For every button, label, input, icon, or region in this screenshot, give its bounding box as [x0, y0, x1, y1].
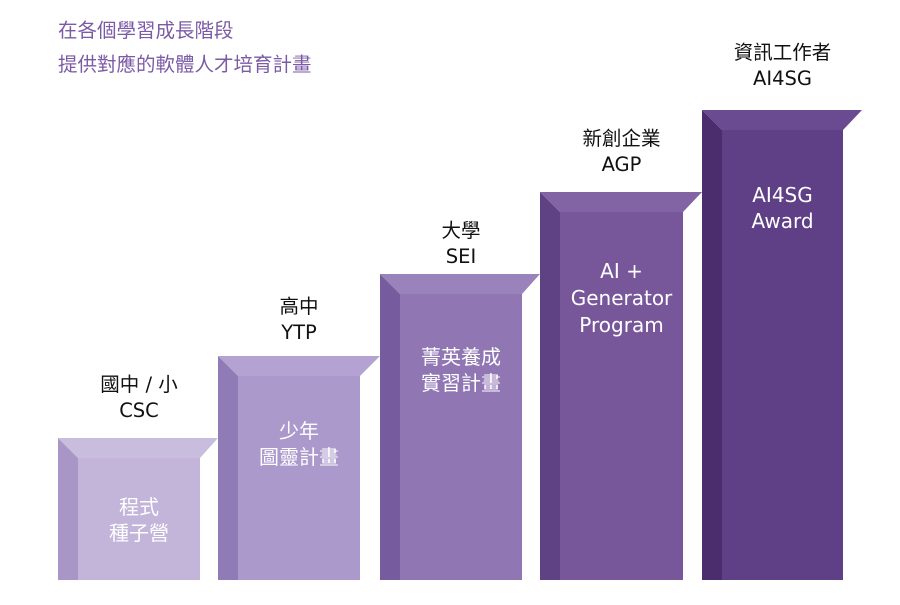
step-3-block [380, 274, 540, 580]
step-4-program-line-2: Generator [570, 286, 673, 310]
step-5-block [702, 110, 862, 580]
step-2-top [218, 356, 380, 376]
step-2-block [218, 356, 380, 580]
step-3-code: SEI [445, 245, 477, 268]
step-1-block [58, 438, 218, 580]
step-2-label: 高中 YTP [238, 294, 360, 346]
step-2-left-face [218, 356, 238, 580]
step-4-block [540, 192, 702, 580]
step-5-code: AI4SG [753, 67, 812, 90]
step-2-program-line-2: 圖靈計畫 [259, 445, 339, 469]
step-5-top [702, 110, 862, 130]
step-2-program: 少年 圖靈計畫 [238, 418, 360, 470]
step-4-left-face [540, 192, 560, 580]
header-line-1: 在各個學習成長階段 [58, 19, 234, 42]
step-1-label: 國中 / 小 CSC [78, 372, 200, 424]
step-3-left-face [380, 274, 400, 580]
step-5-level: 資訊工作者 [733, 41, 832, 64]
step-2-front [238, 376, 360, 580]
step-5-program-line-2: Award [751, 209, 814, 233]
step-5-left-face [702, 110, 722, 580]
step-5-front [722, 130, 843, 580]
step-3-label: 大學 SEI [400, 218, 522, 270]
step-4-label: 新創企業 AGP [560, 126, 683, 178]
step-2-level: 高中 [279, 295, 319, 318]
step-4-level: 新創企業 [582, 127, 661, 150]
step-1-program: 程式 種子營 [78, 494, 200, 546]
header: 在各個學習成長階段 提供對應的軟體人才培育計畫 [58, 14, 312, 82]
step-4-code: AGP [601, 153, 642, 176]
step-1-program-line-1: 程式 [119, 495, 159, 519]
step-1-level: 國中 / 小 [100, 373, 178, 396]
step-1-code: CSC [119, 399, 159, 422]
step-2-program-line-1: 少年 [279, 419, 319, 443]
step-5-program-line-1: AI4SG [752, 183, 813, 207]
step-3-front [400, 294, 522, 580]
step-1-program-line-2: 種子營 [109, 521, 169, 545]
step-4-program: AI + Generator Program [560, 258, 683, 339]
header-line-2: 提供對應的軟體人才培育計畫 [58, 53, 312, 76]
step-1-front [78, 458, 200, 580]
step-1-left-face [58, 438, 78, 580]
step-3-level: 大學 [441, 219, 481, 242]
step-2-code: YTP [281, 321, 317, 344]
step-5-label: 資訊工作者 AI4SG [722, 40, 843, 92]
step-3-top [380, 274, 540, 294]
step-3-program: 菁英養成 實習計畫 [400, 344, 522, 396]
step-3-program-line-1: 菁英養成 [421, 345, 501, 369]
step-4-program-line-3: Program [579, 313, 664, 337]
step-1-top [58, 438, 218, 458]
step-3-program-line-2: 實習計畫 [421, 371, 501, 395]
step-4-top [540, 192, 702, 212]
step-5-program: AI4SG Award [722, 182, 843, 234]
step-4-program-line-1: AI + [600, 259, 643, 283]
step-4-front [560, 212, 683, 580]
